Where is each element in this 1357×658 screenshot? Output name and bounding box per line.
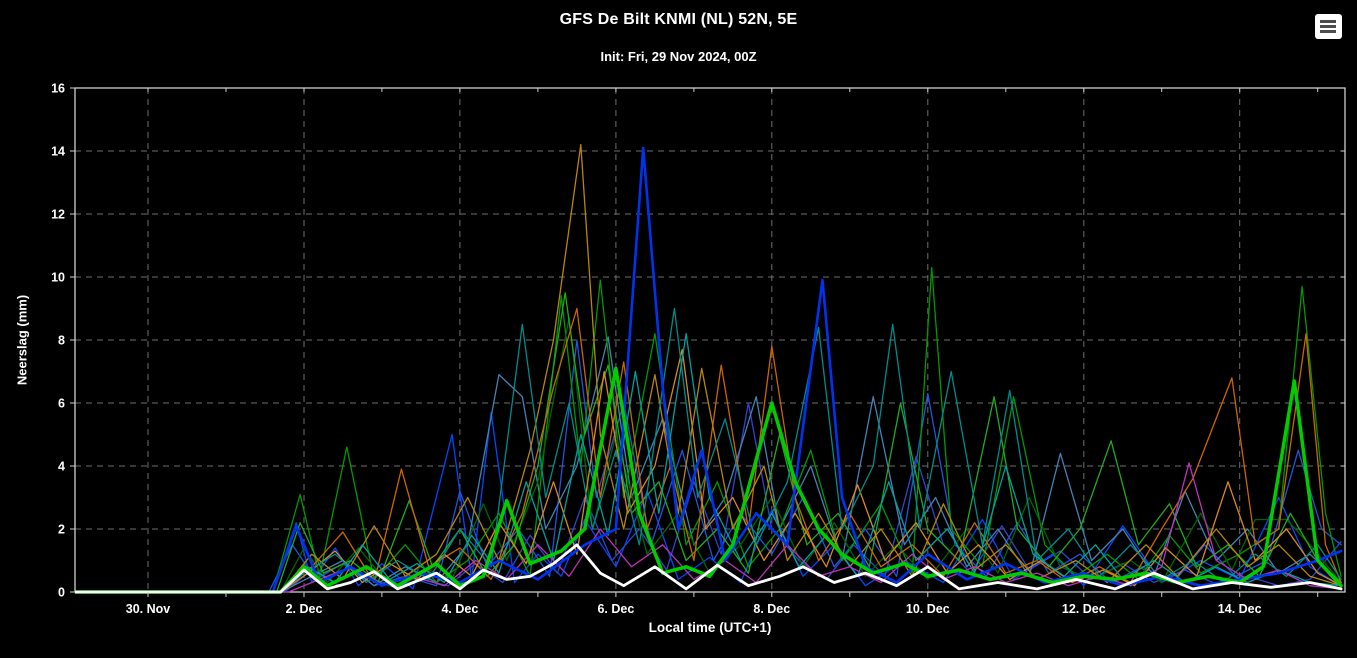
chart-subtitle: Init: Fri, 29 Nov 2024, 00Z	[600, 49, 757, 64]
y-tick-label: 12	[51, 208, 65, 222]
y-tick-label: 6	[58, 397, 65, 411]
series-member-green-1	[75, 266, 1342, 593]
axis-ticks	[70, 87, 1345, 597]
y-tick-label: 14	[51, 145, 65, 159]
series-member-magenta	[75, 462, 1342, 593]
y-tick-label: 4	[58, 460, 65, 474]
y-tick-label: 0	[58, 586, 65, 600]
y-axis-title: Neerslag (mm)	[14, 294, 30, 386]
series-lines	[75, 144, 1343, 594]
x-tick-label: 30. Nov	[126, 602, 171, 616]
y-tick-label: 10	[51, 271, 65, 285]
y-tick-label: 8	[58, 334, 65, 348]
tick-labels: 30. Nov 2. Dec 4. Dec 6. Dec 8. Dec 10. Dec 12…	[51, 82, 1262, 617]
gridlines	[75, 88, 1345, 592]
x-tick-label: 10. Dec	[906, 602, 950, 616]
series-ensemble-mean	[75, 366, 1343, 594]
x-tick-label: 14. Dec	[1218, 602, 1262, 616]
chart-title: GFS De Bilt KNMI (NL) 52N, 5E	[559, 11, 798, 28]
x-axis-title: Local time (UTC+1)	[648, 620, 772, 635]
series-operational-white	[75, 543, 1343, 594]
series-member-teal-1	[75, 307, 1342, 593]
series-control-blue	[75, 146, 1343, 594]
hamburger-menu-icon	[1320, 20, 1336, 23]
y-tick-label: 16	[51, 82, 65, 96]
x-tick-label: 2. Dec	[286, 602, 323, 616]
series-member-green-3	[75, 292, 1342, 593]
series-member-blue-1	[75, 411, 1342, 593]
x-tick-label: 6. Dec	[597, 602, 634, 616]
series-member-orange-1	[75, 307, 1342, 593]
x-tick-label: 8. Dec	[753, 602, 790, 616]
x-tick-label: 12. Dec	[1062, 602, 1106, 616]
series-member-goldenrod	[75, 144, 1342, 593]
x-tick-label: 4. Dec	[441, 602, 478, 616]
series-member-darkblue	[75, 402, 1342, 593]
series-member-green-2	[75, 317, 1342, 593]
y-tick-label: 2	[58, 523, 65, 537]
chart-export-menu-button[interactable]	[1315, 14, 1342, 39]
